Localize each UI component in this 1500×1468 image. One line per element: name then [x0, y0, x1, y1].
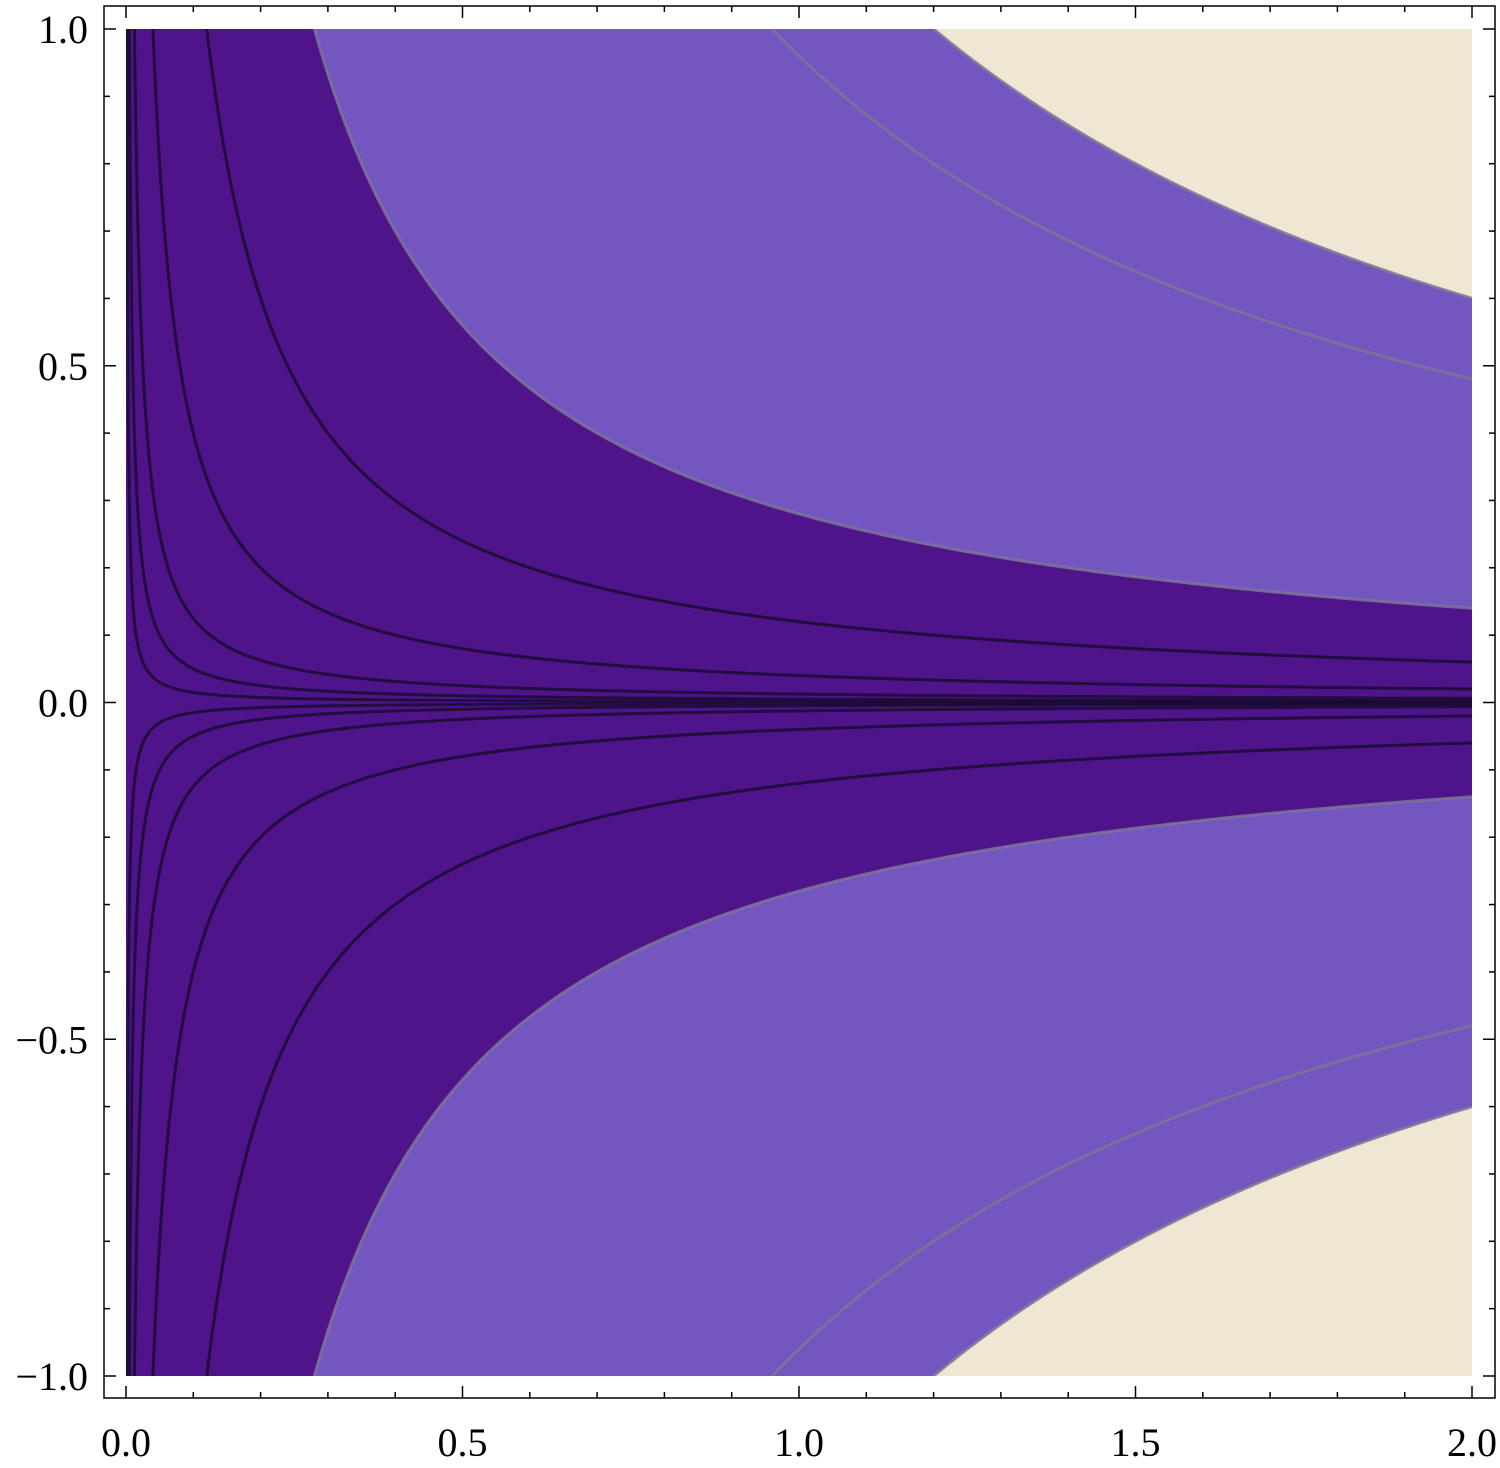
y-tick-label: −0.5 [15, 1017, 88, 1062]
y-tick-label: 1.0 [38, 7, 88, 52]
contour-line-6-upper [771, 29, 1472, 381]
x-tick-label: 0.0 [101, 1420, 151, 1465]
contour-line-2-upper [132, 29, 1472, 700]
x-tick-label: 1.0 [774, 1420, 824, 1465]
band-2-upper [933, 29, 1472, 299]
y-tick-label: 0.5 [38, 344, 88, 389]
x-tick-label: 0.5 [438, 1420, 488, 1465]
contour-line-4-upper [205, 29, 1472, 664]
contour-line-6-lower [771, 1024, 1472, 1376]
y-tick-label: 0.0 [38, 681, 88, 726]
contour-line-4-lower [205, 741, 1472, 1376]
y-tick-label: −1.0 [15, 1354, 88, 1399]
contour-line-5-upper [312, 29, 1472, 610]
contour-line-0-lower [126, 701, 1472, 1376]
y-axis: −1.0 −0.5 0.0 0.5 1.0 [15, 7, 1495, 1399]
x-axis: 0.0 0.5 1.0 1.5 2.0 [101, 6, 1497, 1465]
band-2-lower [933, 1106, 1472, 1376]
x-tick-label: 2.0 [1447, 1420, 1497, 1465]
contour-line-7-upper [932, 29, 1472, 300]
contour-line-5-lower [312, 795, 1472, 1376]
contour-lines [126, 29, 1472, 1376]
contour-line-0-upper [126, 29, 1472, 704]
contour-line-1-upper [127, 29, 1472, 703]
contour-line-2-lower [132, 705, 1472, 1376]
contour-line-7-lower [932, 1105, 1472, 1376]
contour-line-1-lower [127, 702, 1472, 1376]
x-tick-label: 1.5 [1111, 1420, 1161, 1465]
contour-line-3-upper [151, 29, 1472, 691]
contour-line-3-lower [151, 714, 1472, 1376]
